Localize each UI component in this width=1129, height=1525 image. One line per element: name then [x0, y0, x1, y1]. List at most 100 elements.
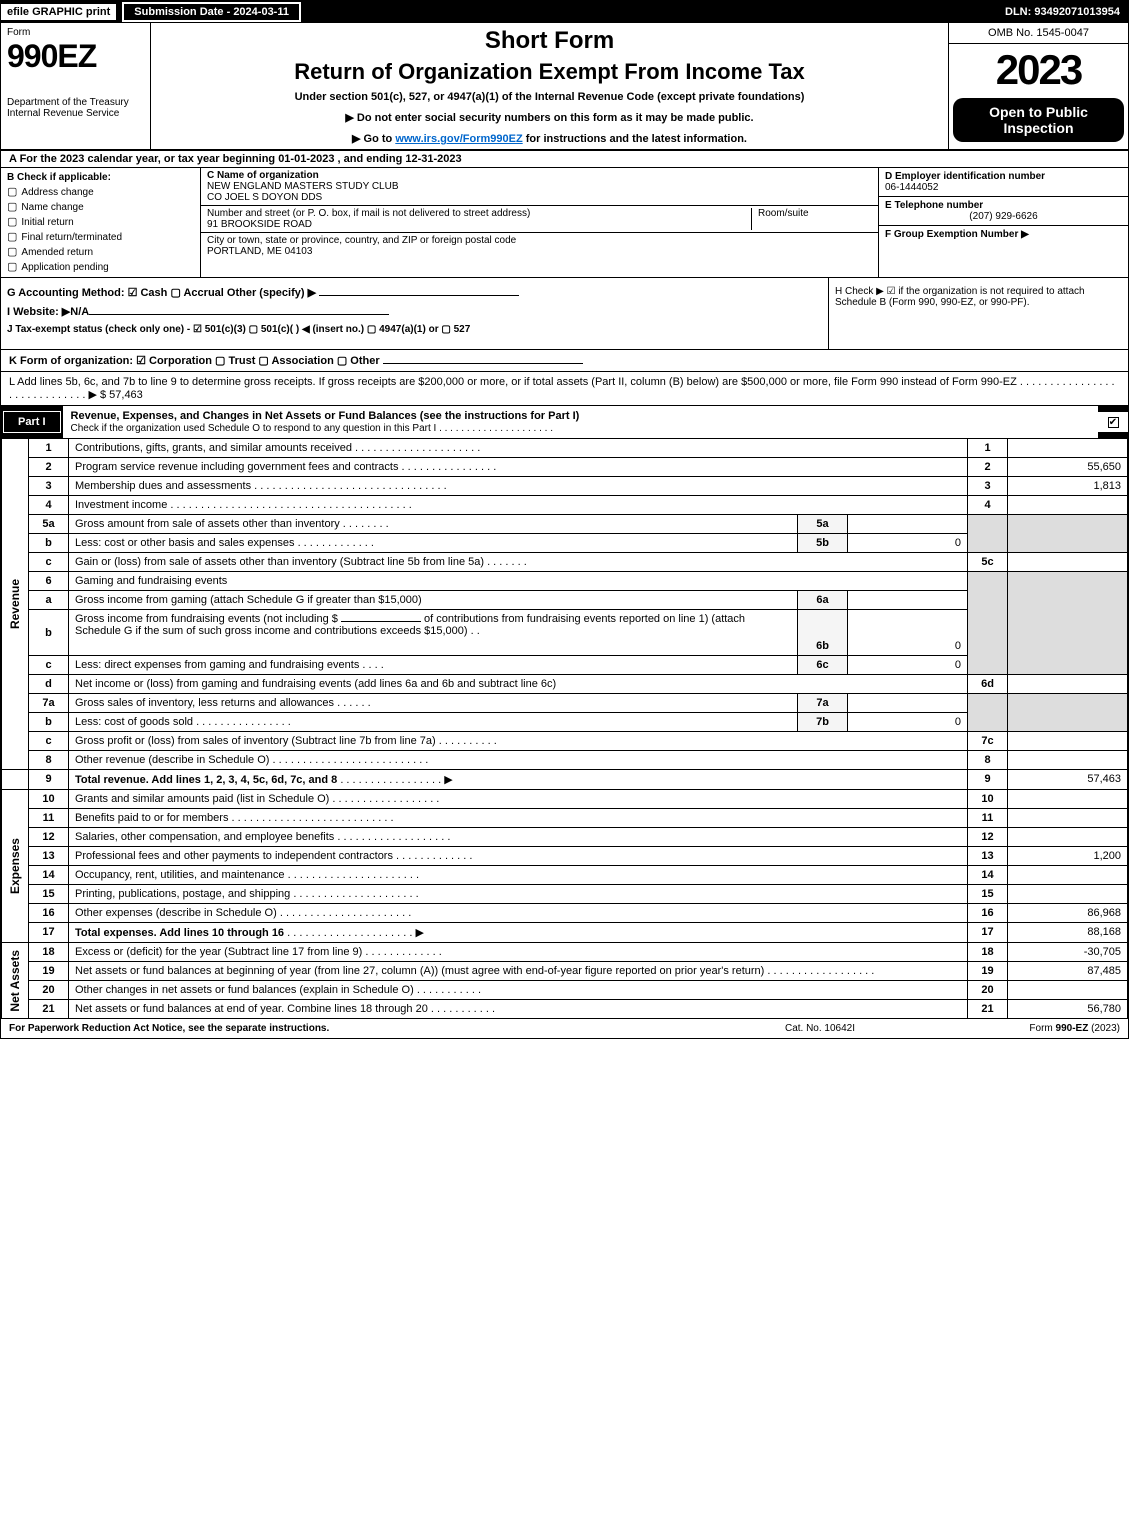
part-1-tab: Part I: [3, 411, 61, 433]
part-1-table: Revenue 1 Contributions, gifts, grants, …: [1, 438, 1128, 1019]
line-19-num: 19: [29, 962, 69, 981]
irs-link[interactable]: www.irs.gov/Form990EZ: [395, 133, 522, 145]
chk-amended-return[interactable]: Amended return: [7, 245, 194, 258]
line-19-rnum: 19: [968, 962, 1008, 981]
line-12-num: 12: [29, 828, 69, 847]
f-label: F Group Exemption Number ▶: [885, 229, 1029, 240]
netassets-label: Net Assets: [2, 943, 29, 1019]
section-k: K Form of organization: ☑ Corporation ▢ …: [1, 350, 1128, 372]
line-7a-mvalue: [848, 694, 968, 713]
chk-application-pending[interactable]: Application pending: [7, 260, 194, 273]
line-17-num: 17: [29, 923, 69, 943]
subtitle: Under section 501(c), 527, or 4947(a)(1)…: [159, 91, 940, 103]
title-center: Short Form Return of Organization Exempt…: [151, 23, 948, 149]
form-label: Form: [7, 27, 144, 38]
line-7a-num: 7a: [29, 694, 69, 713]
line-13-rnum: 13: [968, 847, 1008, 866]
line-20-rnum: 20: [968, 981, 1008, 1000]
line-6d-value: [1008, 675, 1128, 694]
section-b-f: B Check if applicable: Address change Na…: [1, 168, 1128, 278]
line-21-value: 56,780: [1008, 1000, 1128, 1019]
line-15-num: 15: [29, 885, 69, 904]
line-14-num: 14: [29, 866, 69, 885]
line-i: I Website: ▶N/A: [7, 305, 822, 318]
room-label: Room/suite: [758, 208, 809, 219]
revenue-label: Revenue: [2, 439, 29, 770]
chk-final-return[interactable]: Final return/terminated: [7, 230, 194, 243]
tax-year: 2023: [949, 44, 1128, 96]
line-6a-num: a: [29, 591, 69, 610]
department: Department of the Treasury Internal Reve…: [7, 97, 144, 119]
line-5c-rnum: 5c: [968, 553, 1008, 572]
line-2-rnum: 2: [968, 458, 1008, 477]
line-6b-num: b: [29, 610, 69, 656]
instruction-2: ▶ Go to www.irs.gov/Form990EZ for instru…: [159, 132, 940, 145]
line-13-desc: Professional fees and other payments to …: [69, 847, 968, 866]
line-7b-mvalue: 0: [848, 713, 968, 732]
line-14-value: [1008, 866, 1128, 885]
part-1-header: Part I Revenue, Expenses, and Changes in…: [1, 406, 1128, 438]
line-14-desc: Occupancy, rent, utilities, and maintena…: [69, 866, 968, 885]
c-name-label: C Name of organization: [207, 170, 319, 181]
line-19-value: 87,485: [1008, 962, 1128, 981]
section-l: L Add lines 5b, 6c, and 7b to line 9 to …: [1, 372, 1128, 406]
line-5b-mvalue: 0: [848, 534, 968, 553]
line-21-num: 21: [29, 1000, 69, 1019]
line-9-rnum: 9: [968, 770, 1008, 790]
line-10-num: 10: [29, 790, 69, 809]
line-4-num: 4: [29, 496, 69, 515]
line-7b-desc: Less: cost of goods sold . . . . . . . .…: [69, 713, 798, 732]
section-d-e-f: D Employer identification number 06-1444…: [878, 168, 1128, 277]
top-right-block: OMB No. 1545-0047 2023 Open to Public In…: [948, 23, 1128, 149]
section-h: H Check ▶ ☑ if the organization is not r…: [828, 278, 1128, 349]
part-1-checkbox[interactable]: [1098, 412, 1128, 432]
shaded-6v: [1008, 572, 1128, 675]
line-9-desc: Total revenue. Add lines 1, 2, 3, 4, 5c,…: [69, 770, 968, 790]
line-j: J Tax-exempt status (check only one) - ☑…: [7, 324, 822, 335]
line-7c-desc: Gross profit or (loss) from sales of inv…: [69, 732, 968, 751]
line-4-desc: Investment income . . . . . . . . . . . …: [69, 496, 968, 515]
line-2-desc: Program service revenue including govern…: [69, 458, 968, 477]
line-8-num: 8: [29, 751, 69, 770]
line-18-desc: Excess or (deficit) for the year (Subtra…: [69, 943, 968, 962]
section-b: B Check if applicable: Address change Na…: [1, 168, 201, 277]
line-15-value: [1008, 885, 1128, 904]
line-7b-num: b: [29, 713, 69, 732]
chk-name-change[interactable]: Name change: [7, 200, 194, 213]
line-5a-mvalue: [848, 515, 968, 534]
line-16-value: 86,968: [1008, 904, 1128, 923]
line-7a-desc: Gross sales of inventory, less returns a…: [69, 694, 798, 713]
line-20-desc: Other changes in net assets or fund bala…: [69, 981, 968, 1000]
footer-mid: Cat. No. 10642I: [720, 1023, 920, 1034]
line-15-desc: Printing, publications, postage, and shi…: [69, 885, 968, 904]
line-5a-num: 5a: [29, 515, 69, 534]
line-8-value: [1008, 751, 1128, 770]
form-number: 990EZ: [7, 38, 144, 75]
shaded-7v: [1008, 694, 1128, 732]
line-21-rnum: 21: [968, 1000, 1008, 1019]
line-6b-mnum: 6b: [798, 610, 848, 656]
line-11-rnum: 11: [968, 809, 1008, 828]
expenses-label: Expenses: [2, 790, 29, 943]
page-footer: For Paperwork Reduction Act Notice, see …: [1, 1019, 1128, 1038]
chk-initial-return[interactable]: Initial return: [7, 215, 194, 228]
part-1-title: Revenue, Expenses, and Changes in Net As…: [63, 406, 1098, 438]
line-17-desc: Total expenses. Add lines 10 through 16 …: [69, 923, 968, 943]
line-6b-desc: Gross income from fundraising events (no…: [69, 610, 798, 656]
line-11-desc: Benefits paid to or for members . . . . …: [69, 809, 968, 828]
line-8-desc: Other revenue (describe in Schedule O) .…: [69, 751, 968, 770]
section-c: C Name of organization NEW ENGLAND MASTE…: [201, 168, 878, 277]
line-20-num: 20: [29, 981, 69, 1000]
line-6-num: 6: [29, 572, 69, 591]
line-1-desc: Contributions, gifts, grants, and simila…: [69, 439, 968, 458]
line-7c-value: [1008, 732, 1128, 751]
footer-right: Form 990-EZ (2023): [920, 1023, 1120, 1034]
line-6c-num: c: [29, 656, 69, 675]
form-page: efile GRAPHIC print Submission Date - 20…: [0, 0, 1129, 1039]
line-7c-num: c: [29, 732, 69, 751]
line-10-rnum: 10: [968, 790, 1008, 809]
section-a: A For the 2023 calendar year, or tax yea…: [1, 151, 1128, 168]
line-11-num: 11: [29, 809, 69, 828]
line-4-rnum: 4: [968, 496, 1008, 515]
chk-address-change[interactable]: Address change: [7, 185, 194, 198]
